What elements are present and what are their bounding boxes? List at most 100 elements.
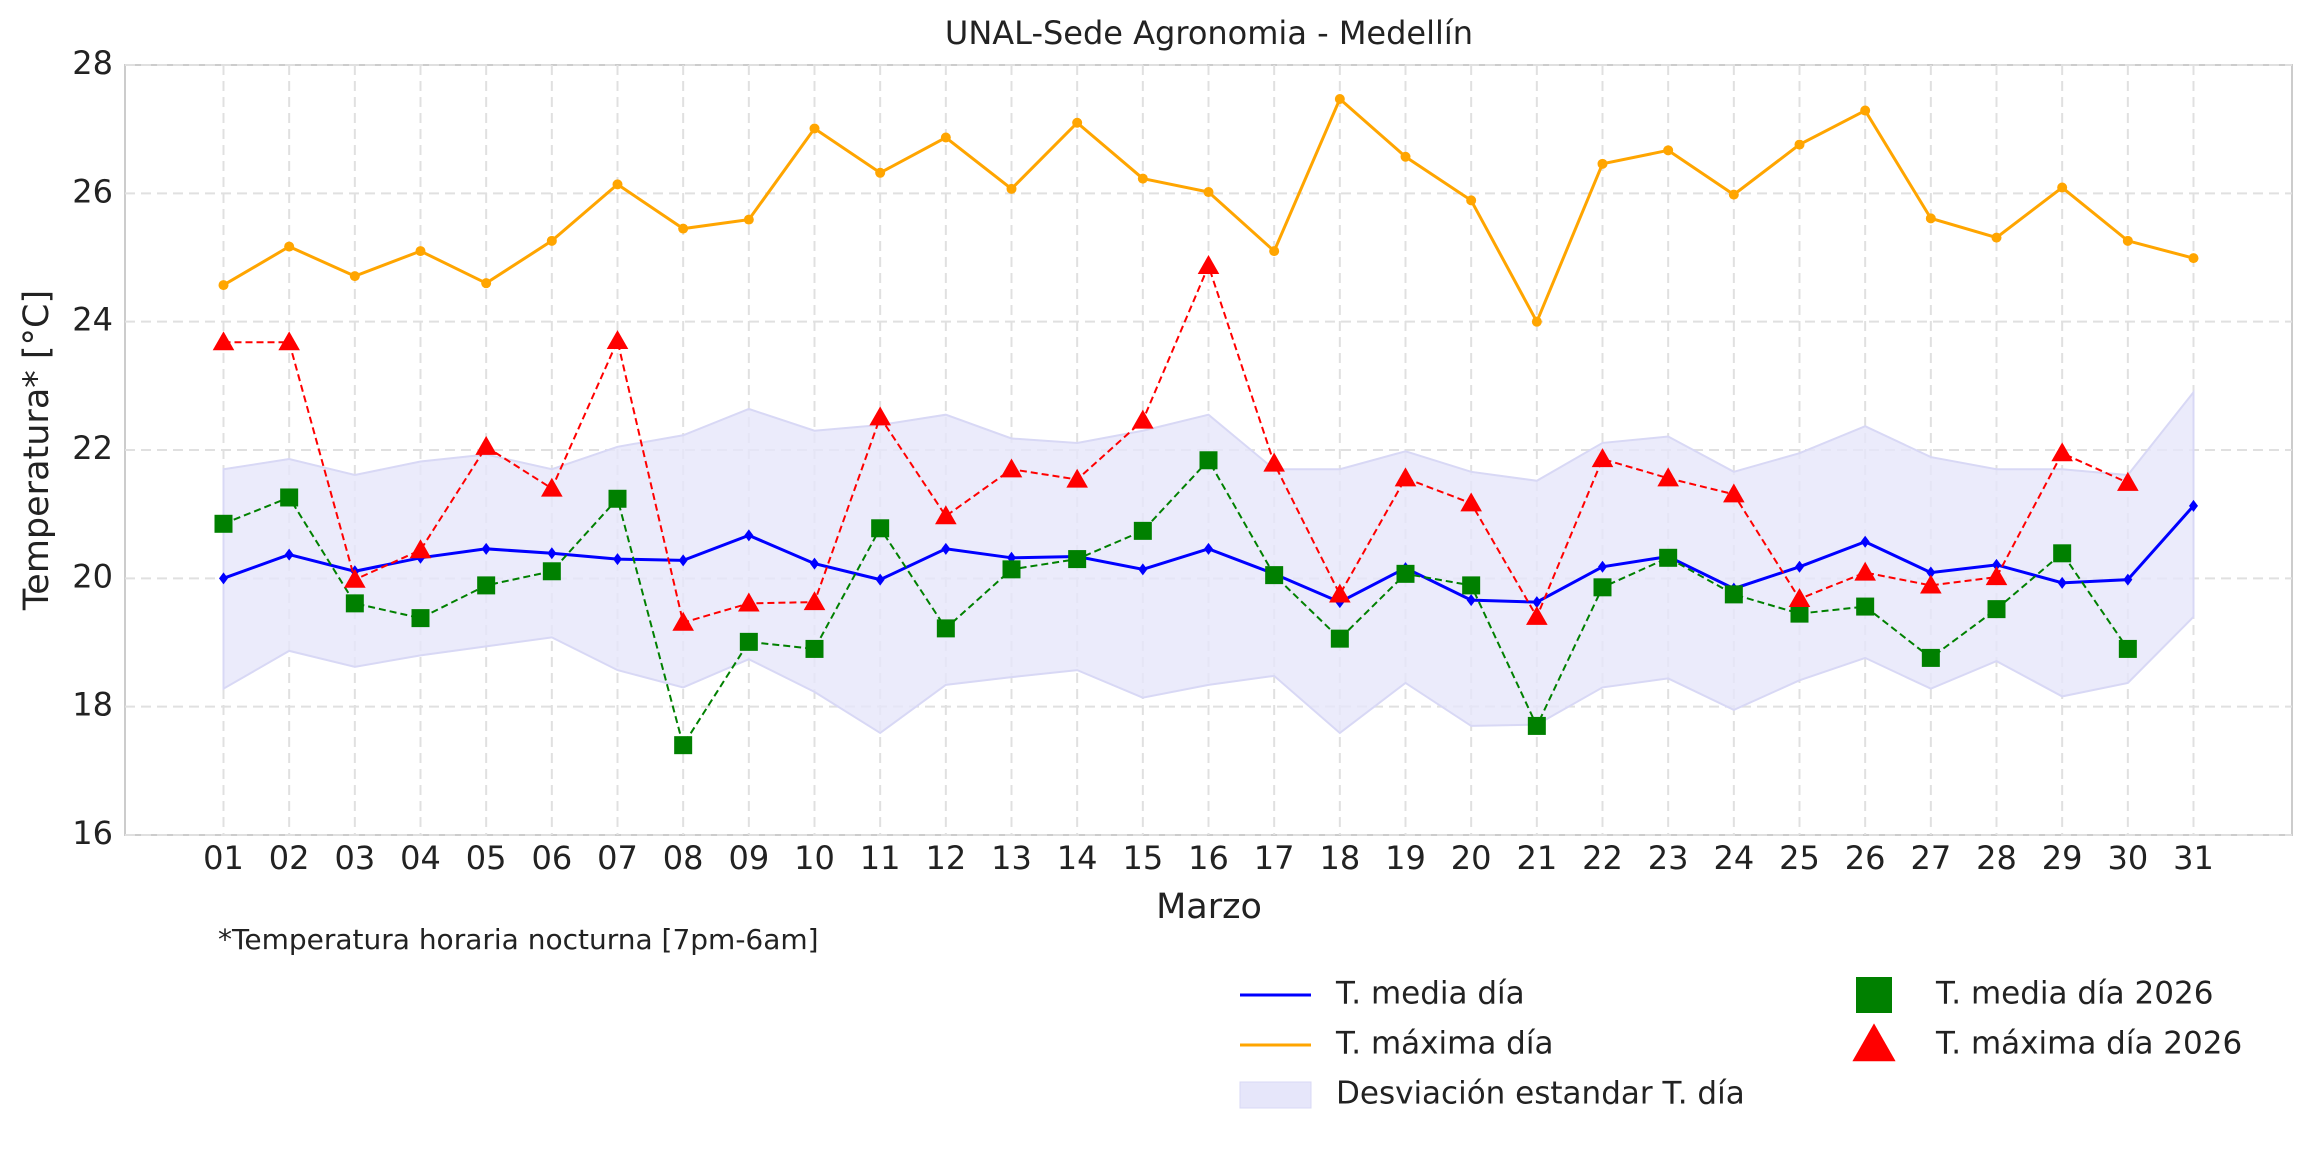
point bbox=[1394, 467, 1417, 487]
x-tick-label: 01 bbox=[203, 839, 244, 877]
point bbox=[1460, 492, 1482, 512]
point bbox=[219, 572, 228, 585]
y-tick-label: 16 bbox=[72, 814, 113, 852]
point bbox=[475, 435, 497, 455]
point bbox=[218, 280, 229, 291]
legend-swatch bbox=[1856, 977, 1892, 1013]
point bbox=[2188, 253, 2199, 264]
point bbox=[672, 611, 694, 631]
point bbox=[606, 330, 629, 350]
point bbox=[1532, 596, 1542, 609]
point bbox=[1925, 213, 1936, 224]
x-tick-label: 16 bbox=[1188, 839, 1229, 877]
point bbox=[1790, 604, 1809, 623]
y-tick-label: 26 bbox=[72, 172, 113, 210]
x-tick-label: 09 bbox=[728, 839, 769, 877]
point bbox=[2057, 576, 2067, 589]
point bbox=[1466, 594, 1476, 607]
x-tick-label: 22 bbox=[1582, 839, 1623, 877]
point bbox=[1132, 409, 1154, 429]
point bbox=[214, 514, 233, 533]
point bbox=[2189, 499, 2198, 512]
x-tick-label: 08 bbox=[663, 839, 704, 877]
point bbox=[278, 331, 300, 351]
x-tick-label: 25 bbox=[1779, 839, 1820, 877]
point bbox=[1659, 548, 1678, 567]
point bbox=[1723, 483, 1745, 503]
point bbox=[1002, 560, 1021, 579]
y-tick-label: 22 bbox=[72, 429, 113, 467]
point bbox=[935, 505, 957, 525]
legend-label: Desviación estandar T. día bbox=[1336, 1076, 1745, 1112]
point bbox=[612, 179, 623, 190]
legend-label: T. máxima día 2026 bbox=[1935, 1026, 2242, 1062]
point bbox=[809, 123, 820, 134]
point bbox=[2118, 639, 2137, 658]
point bbox=[1728, 189, 1739, 200]
point bbox=[1597, 158, 1608, 169]
x-tick-label: 30 bbox=[2107, 839, 2148, 877]
point bbox=[1921, 648, 1940, 667]
point bbox=[481, 542, 491, 555]
legend: T. media día T. máxima día Desviación esta… bbox=[1239, 976, 2242, 1112]
point bbox=[1269, 246, 1280, 257]
y-tick-label: 20 bbox=[72, 557, 113, 595]
x-tick-label: 06 bbox=[531, 839, 572, 877]
point bbox=[1526, 606, 1548, 625]
point bbox=[1591, 448, 1614, 468]
point bbox=[477, 576, 496, 595]
point bbox=[1204, 542, 1213, 555]
x-tick-label: 21 bbox=[1516, 839, 1557, 877]
point bbox=[941, 542, 951, 555]
y-axis-label: Temperatura* [°C] bbox=[17, 290, 57, 611]
std-band bbox=[222, 389, 2195, 735]
point bbox=[678, 223, 689, 234]
point bbox=[1598, 560, 1607, 573]
x-tick-label: 17 bbox=[1254, 839, 1295, 877]
point bbox=[481, 278, 492, 289]
x-tick-label: 02 bbox=[269, 839, 310, 877]
point bbox=[2053, 544, 2072, 563]
point bbox=[1066, 468, 1088, 488]
x-tick-label: 27 bbox=[1910, 839, 1951, 877]
point bbox=[344, 568, 366, 588]
point bbox=[608, 489, 627, 508]
point bbox=[805, 639, 824, 658]
point bbox=[349, 271, 360, 282]
point bbox=[810, 557, 819, 570]
x-tick-label: 24 bbox=[1713, 839, 1754, 877]
point bbox=[2051, 442, 2073, 462]
x-tick-label: 28 bbox=[1976, 839, 2017, 877]
point bbox=[940, 132, 951, 143]
point bbox=[1985, 566, 2008, 586]
series-line bbox=[223, 458, 2129, 748]
x-tick-label: 07 bbox=[597, 839, 638, 877]
point bbox=[1072, 117, 1083, 128]
point bbox=[738, 592, 760, 612]
point bbox=[674, 736, 693, 755]
legend-swatch bbox=[1852, 1023, 1896, 1062]
y-tick-label: 24 bbox=[72, 301, 113, 339]
point bbox=[1926, 566, 1936, 579]
point bbox=[1138, 563, 1148, 576]
point bbox=[936, 619, 955, 638]
point bbox=[1920, 574, 1942, 594]
point bbox=[280, 488, 299, 507]
legend-label: T. máxima día bbox=[1335, 1026, 1553, 1062]
x-tick-label: 13 bbox=[991, 839, 1032, 877]
point bbox=[875, 167, 886, 178]
point bbox=[1992, 558, 2001, 571]
legend-swatch bbox=[1239, 1081, 1312, 1109]
footnote: *Temperatura horaria nocturna [7pm-6am] bbox=[218, 923, 819, 956]
point bbox=[2117, 471, 2139, 491]
point bbox=[1263, 452, 1285, 472]
point bbox=[546, 235, 557, 246]
point bbox=[1856, 597, 1875, 616]
point bbox=[415, 246, 426, 257]
legend-label: T. media día bbox=[1335, 976, 1525, 1012]
point bbox=[542, 562, 561, 581]
point bbox=[1133, 521, 1152, 540]
point bbox=[744, 529, 754, 542]
chart-title: UNAL-Sede Agronomia - Medellín bbox=[945, 14, 1473, 52]
